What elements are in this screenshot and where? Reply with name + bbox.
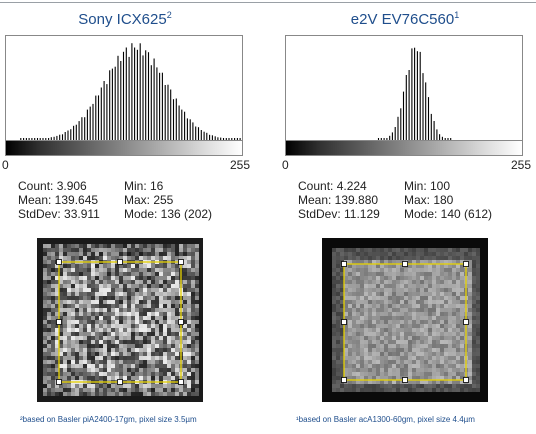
axis-max-label: 255 [230,158,251,172]
footnote: ¹based on Basler acA1300-60gm, pixel siz… [296,415,475,424]
axis-max-label: 255 [511,158,532,172]
resize-handle[interactable] [117,379,123,385]
stat-count: Count: 4.224 [298,179,367,193]
panel-e2v: e2V EV76C5601 0 255 Count: 4.224 Min: 100… [268,0,536,434]
resize-handle[interactable] [56,259,62,265]
sensor-image [37,238,203,402]
resize-handle[interactable] [178,379,184,385]
grayscale-gradient [285,140,523,156]
stat-mode: Mode: 136 (202) [124,207,213,221]
grayscale-gradient [5,140,243,156]
histogram [5,35,243,141]
axis-min-label: 0 [282,158,289,172]
resize-handle[interactable] [402,261,408,267]
stats-block: Count: 4.224 Min: 100 Mean: 139.880 Max: 1… [298,179,524,221]
histogram [285,35,523,141]
stats-block: Count: 3.906 Min: 16 Mean: 139.645 Max: 25… [18,179,244,221]
footnote: ²based on Basler piA2400-17gm, pixel siz… [20,415,197,424]
resize-handle[interactable] [402,377,408,383]
resize-handle[interactable] [341,261,347,267]
resize-handle[interactable] [117,259,123,265]
resize-handle[interactable] [56,319,62,325]
sensor-noise-image [322,238,488,402]
resize-handle[interactable] [178,259,184,265]
resize-handle[interactable] [178,319,184,325]
resize-handle[interactable] [341,377,347,383]
panel-title: e2V EV76C5601 [350,10,460,28]
resize-handle[interactable] [463,377,469,383]
axis-min-label: 0 [2,158,9,172]
top-divider [0,2,536,3]
resize-handle[interactable] [341,319,347,325]
sensor-image [322,238,488,402]
panel-sony: Sony ICX6252 0 255 Count: 3.906 Min: 16 M… [2,10,251,424]
stat-max: Max: 255 [124,193,174,207]
resize-handle[interactable] [463,319,469,325]
stat-mode: Mode: 140 (612) [404,207,493,221]
stat-max: Max: 180 [404,193,454,207]
histogram-bars [377,47,452,140]
stat-mean: Mean: 139.645 [18,193,99,207]
stat-min: Min: 16 [124,179,164,193]
histogram-bars [20,43,241,140]
panel-title: Sony ICX6252 [78,10,172,28]
stat-stddev: StdDev: 11.129 [298,207,380,221]
stat-stddev: StdDev: 33.911 [18,207,100,221]
stat-min: Min: 100 [404,179,451,193]
sensor-noise-image [37,238,203,402]
resize-handle[interactable] [56,379,62,385]
stat-count: Count: 3.906 [18,179,87,193]
stat-mean: Mean: 139.880 [298,193,379,207]
resize-handle[interactable] [463,261,469,267]
